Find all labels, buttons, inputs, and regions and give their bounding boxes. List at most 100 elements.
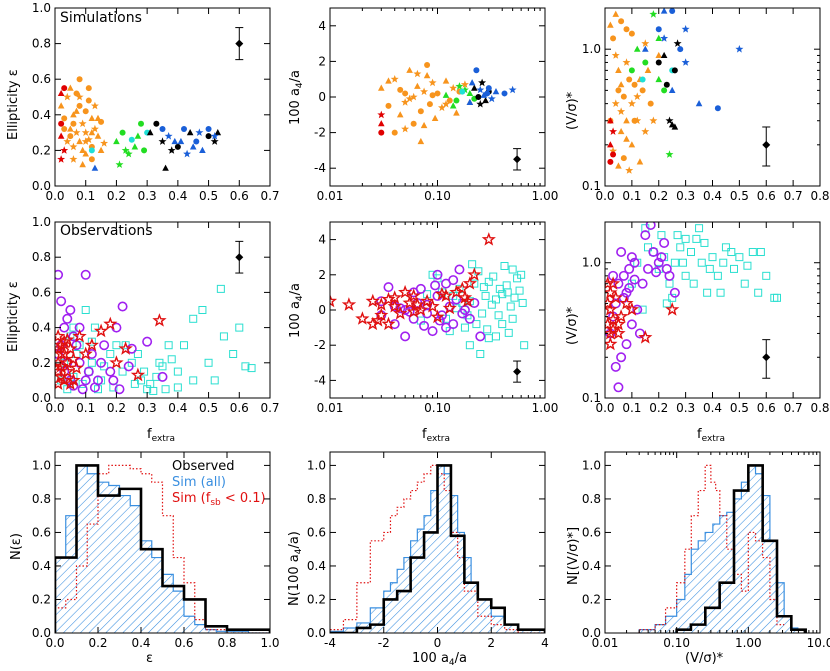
point-orange-circle bbox=[76, 102, 83, 109]
y-tick-label: 1.0 bbox=[32, 1, 51, 15]
point-cyan-square bbox=[140, 367, 149, 376]
point-red-star bbox=[605, 302, 618, 316]
point-cyan-square bbox=[235, 323, 244, 332]
point-red-star bbox=[462, 276, 477, 290]
hist-sim-all-fill bbox=[55, 465, 270, 633]
ylabel-obs-vs: (V/σ)* bbox=[565, 306, 580, 345]
point-red-star bbox=[406, 304, 421, 318]
x-tick-label: 0.1 bbox=[622, 401, 641, 415]
point-cyan-square bbox=[81, 306, 90, 314]
point-red-star bbox=[460, 293, 475, 308]
point-blue-triangle bbox=[171, 137, 179, 145]
point-orange-triangle bbox=[76, 137, 83, 145]
point-blue-triangle bbox=[466, 98, 474, 105]
point-orange-star bbox=[633, 92, 642, 100]
xlabel-a4: 100 a4/a bbox=[412, 651, 467, 668]
row-label-simulations: Simulations bbox=[60, 10, 142, 26]
point-green-triangle bbox=[134, 132, 142, 139]
point-purple-circle bbox=[629, 274, 640, 285]
point-blue-circle bbox=[677, 46, 684, 53]
point-orange-triangle bbox=[623, 117, 630, 124]
row-label-observations: Observations bbox=[60, 223, 153, 239]
point-black-circle bbox=[663, 81, 670, 88]
point-cyan-square bbox=[478, 309, 487, 318]
point-cyan-square bbox=[662, 299, 671, 308]
point-cyan-square bbox=[161, 385, 170, 394]
point-purple-circle bbox=[661, 263, 672, 274]
xlabel-eps: ε bbox=[146, 651, 153, 666]
point-cyan-square bbox=[676, 243, 685, 252]
point-purple-circle bbox=[62, 313, 73, 324]
point-purple-circle bbox=[65, 304, 76, 315]
point-orange-circle bbox=[85, 97, 92, 104]
x-tick-label: 0.0 bbox=[45, 189, 64, 203]
point-orange-star bbox=[390, 75, 399, 83]
point-cyan-square bbox=[735, 253, 744, 262]
ticks-sim-a4: 0.01 0.10 1.00 -4 -2 0 2 4 bbox=[314, 8, 558, 203]
point-cyan-square bbox=[487, 300, 496, 309]
panel-hist-a4: -4 -2 0 2 4 0.0 0.2 0.4 0.6 0.8 1.0 bbox=[307, 451, 549, 650]
point-orange-star bbox=[649, 116, 658, 125]
point-orange-circle bbox=[615, 87, 622, 94]
point-cyan-square bbox=[229, 350, 238, 358]
y-tick-label: 4 bbox=[318, 19, 326, 33]
point-purple-circle bbox=[56, 296, 67, 307]
point-cyan-square bbox=[713, 271, 722, 280]
point-black-triangle bbox=[671, 123, 679, 130]
point-orange-star bbox=[611, 51, 620, 59]
x-tick-label: 0.5 bbox=[730, 189, 749, 203]
point-blue-star bbox=[681, 25, 690, 33]
point-cyan-square bbox=[770, 293, 779, 302]
point-red-star bbox=[455, 281, 470, 295]
point-purple-circle bbox=[618, 270, 629, 281]
point-orange-triangle bbox=[414, 82, 421, 89]
point-cyan-square bbox=[762, 271, 771, 280]
point-cyan-square bbox=[94, 385, 102, 394]
legend-sim-fsb: Sim (fsb < 0.1) bbox=[172, 491, 266, 508]
point-orange-star bbox=[401, 124, 410, 133]
x-tick-label: 0.3 bbox=[676, 401, 695, 415]
point-cyan-square bbox=[510, 293, 519, 302]
point-orange-triangle bbox=[377, 84, 385, 91]
errorbar bbox=[513, 148, 522, 171]
x-tick-label: 0.6 bbox=[757, 401, 776, 415]
x-tick-label: 1.00 bbox=[532, 189, 559, 203]
point-cyan-square bbox=[719, 258, 728, 267]
panel-sim-eps: 0.0 0.1 0.2 0.3 0.4 0.5 0.6 0.7 0.0 0.2 0.4 0.6 0.8 1… bbox=[32, 1, 280, 203]
hist-observed bbox=[330, 464, 545, 633]
point-orange-star bbox=[84, 135, 93, 144]
ticks-obs-eps: 0.0 0.1 0.2 0.3 0.4 0.5 0.6 0.7 0.0 0.2 0.4 0.6 0.8 1… bbox=[32, 215, 280, 415]
y-tick-label: -2 bbox=[314, 126, 326, 140]
point-orange-circle bbox=[429, 92, 436, 99]
x-tick-label: 1.00 bbox=[532, 401, 559, 415]
point-blue-circle bbox=[181, 126, 187, 133]
y-tick-label: 0.4 bbox=[32, 321, 51, 335]
y-tick-label: 0.6 bbox=[307, 525, 326, 539]
x-tick-label: 0.7 bbox=[784, 189, 803, 203]
hist-sim-fsb bbox=[330, 464, 545, 633]
point-green-triangle bbox=[131, 143, 139, 150]
point-cyan-square bbox=[681, 271, 690, 280]
point-red-star bbox=[374, 307, 389, 322]
point-red-star bbox=[66, 351, 81, 366]
point-red-star bbox=[69, 360, 84, 375]
x-tick-label: 0.7 bbox=[260, 189, 279, 203]
ylabel-sim-eps: Ellipticity ε bbox=[6, 69, 21, 140]
point-orange-circle bbox=[397, 86, 404, 93]
ticks-obs-a4: 0.01 0.10 1.00 -4 -2 0 2 4 bbox=[314, 222, 558, 415]
point-orange-triangle bbox=[628, 141, 636, 148]
x-tick-label: 0.10 bbox=[663, 636, 690, 650]
point-blue-triangle bbox=[91, 164, 99, 171]
point-cyan-square bbox=[146, 379, 155, 388]
x-tick-label: 0.4 bbox=[168, 401, 187, 415]
y-tick-label: 0.0 bbox=[32, 391, 51, 405]
point-orange-triangle bbox=[406, 66, 413, 73]
point-cyan-square bbox=[700, 238, 709, 247]
point-cyan-square bbox=[498, 290, 507, 299]
point-cyan-square bbox=[210, 376, 219, 385]
ticks-obs-vs: 0.0 0.1 0.2 0.3 0.4 0.5 0.6 0.7 0.80.11.0 bbox=[582, 222, 830, 415]
point-cyan-square bbox=[687, 248, 695, 257]
point-red-star bbox=[341, 297, 357, 311]
point-orange-star bbox=[449, 83, 458, 92]
